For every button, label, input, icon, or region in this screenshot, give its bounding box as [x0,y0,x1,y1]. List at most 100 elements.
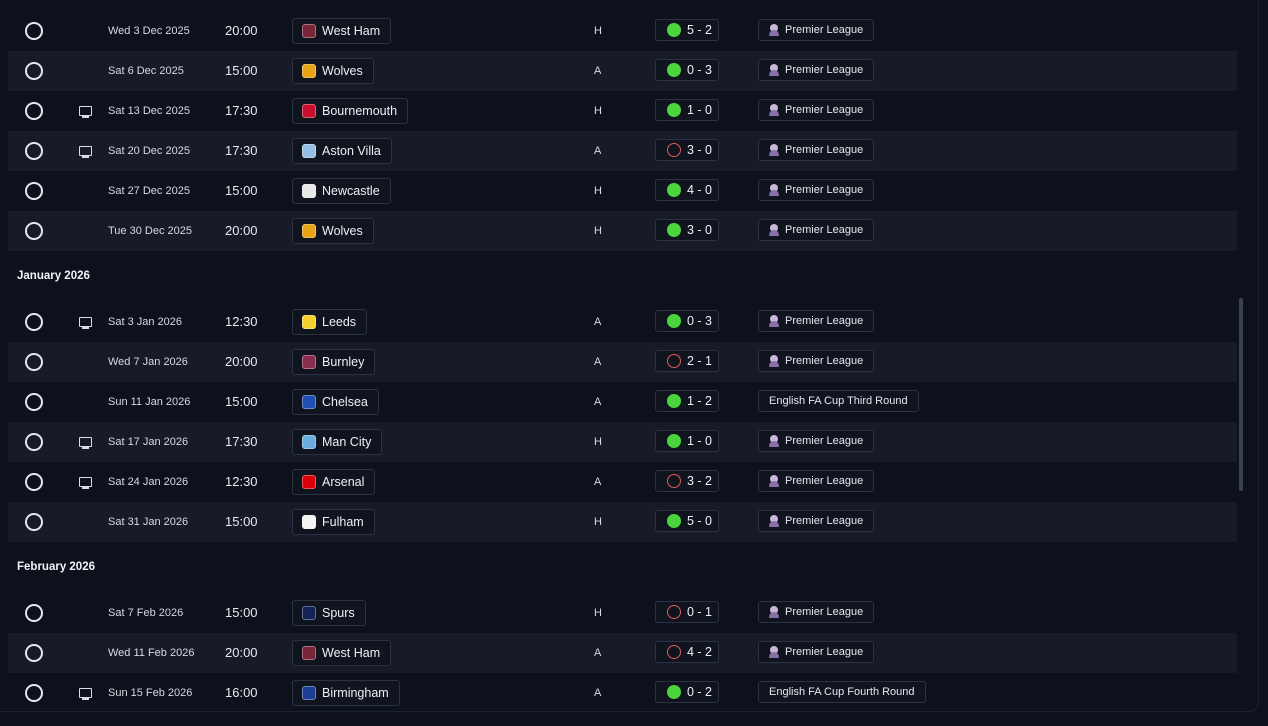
club-crest-icon [302,395,316,409]
result-button[interactable]: 3 - 0 [655,219,719,241]
select-circle-icon[interactable] [25,102,43,120]
select-circle-icon[interactable] [25,393,43,411]
competition-button[interactable]: Premier League [758,139,875,161]
fixture-row[interactable]: Sat 20 Dec 2025 17:30 Aston Villa A 3 - 0 Pre… [8,131,1237,171]
fixture-row[interactable]: Wed 7 Jan 2026 20:00 Burnley A 2 - 1 Premier … [8,342,1237,382]
fixture-date: Tue 30 Dec 2025 [108,225,192,237]
venue-label: A [594,396,602,408]
opponent-button[interactable]: Bournemouth [292,98,409,124]
fixture-row[interactable]: Sat 3 Jan 2026 12:30 Leeds A 0 - 3 Premier Le… [8,302,1237,342]
premier-league-lion-icon [769,646,780,658]
fixture-row[interactable]: Sat 27 Dec 2025 15:00 Newcastle H 4 - 0 Premi… [8,171,1237,211]
competition-button[interactable]: Premier League [758,510,875,532]
venue-label: H [594,436,602,448]
fixture-row[interactable]: Sat 17 Jan 2026 17:30 Man City H 1 - 0 Premie… [8,422,1237,462]
score: 1 - 0 [687,103,713,117]
select-circle-icon[interactable] [25,644,43,662]
fixture-row[interactable]: Tue 30 Dec 2025 20:00 Wolves H 3 - 0 Premier … [8,211,1237,251]
opponent-button[interactable]: Wolves [292,218,374,244]
result-button[interactable]: 0 - 3 [655,59,719,81]
fixture-row[interactable]: Sat 31 Jan 2026 15:00 Fulham H 5 - 0 Premier … [8,502,1237,542]
competition-button[interactable]: English FA Cup Third Round [758,390,919,412]
result-button[interactable]: 3 - 2 [655,470,719,492]
competition-button[interactable]: Premier League [758,641,875,663]
result-button[interactable]: 1 - 2 [655,390,719,412]
opponent-button[interactable]: Burnley [292,349,376,375]
fixture-row[interactable]: Sat 13 Dec 2025 17:30 Bournemouth H 1 - 0 Pre… [8,91,1237,131]
competition-button[interactable]: Premier League [758,59,875,81]
premier-league-lion-icon [769,515,780,527]
competition-name: Premier League [785,184,864,196]
opponent-button[interactable]: West Ham [292,640,392,666]
fixture-row[interactable]: Sat 6 Dec 2025 15:00 Wolves A 0 - 3 Premier L… [8,51,1237,91]
result-button[interactable]: 1 - 0 [655,430,719,452]
opponent-button[interactable]: Newcastle [292,178,391,204]
result-button[interactable]: 0 - 1 [655,601,719,623]
fixture-row[interactable]: Sun 11 Jan 2026 15:00 Chelsea A 1 - 2 English… [8,382,1237,422]
club-crest-icon [302,24,316,38]
select-circle-icon[interactable] [25,142,43,160]
result-button[interactable]: 1 - 0 [655,99,719,121]
opponent-button[interactable]: Fulham [292,509,375,535]
result-button[interactable]: 0 - 3 [655,310,719,332]
fixture-date: Wed 3 Dec 2025 [108,25,190,37]
opponent-button[interactable]: Aston Villa [292,138,392,164]
opponent-button[interactable]: Wolves [292,58,374,84]
fixture-time: 17:30 [225,143,258,158]
result-button[interactable]: 3 - 0 [655,139,719,161]
select-circle-icon[interactable] [25,604,43,622]
competition-button[interactable]: Premier League [758,99,875,121]
opponent-button[interactable]: Man City [292,429,383,455]
select-circle-icon[interactable] [25,513,43,531]
competition-button[interactable]: English FA Cup Fourth Round [758,681,926,703]
opponent-name: Man City [322,435,372,449]
opponent-button[interactable]: Leeds [292,309,368,335]
competition-button[interactable]: Premier League [758,430,875,452]
competition-button[interactable]: Premier League [758,19,875,41]
competition-button[interactable]: Premier League [758,601,875,623]
venue-label: A [594,316,602,328]
scrollbar-thumb[interactable] [1239,298,1243,491]
fixture-row[interactable]: Wed 11 Feb 2026 20:00 West Ham A 4 - 2 Premie… [8,633,1237,673]
club-crest-icon [302,224,316,238]
select-circle-icon[interactable] [25,353,43,371]
club-crest-icon [302,144,316,158]
opponent-name: Chelsea [322,395,368,409]
opponent-button[interactable]: Arsenal [292,469,376,495]
fixture-row[interactable]: Sat 24 Jan 2026 12:30 Arsenal A 3 - 2 Premier… [8,462,1237,502]
venue-label: H [594,516,602,528]
result-button[interactable]: 2 - 1 [655,350,719,372]
opponent-button[interactable]: Birmingham [292,680,400,706]
opponent-button[interactable]: West Ham [292,18,392,44]
result-button[interactable]: 4 - 0 [655,179,719,201]
opponent-button[interactable]: Spurs [292,600,366,626]
select-circle-icon[interactable] [25,22,43,40]
fixture-row[interactable]: Sun 15 Feb 2026 16:00 Birmingham A 0 - 2 Engl… [8,673,1237,711]
competition-button[interactable]: Premier League [758,470,875,492]
select-circle-icon[interactable] [25,313,43,331]
competition-button[interactable]: Premier League [758,179,875,201]
competition-button[interactable]: Premier League [758,350,875,372]
result-button[interactable]: 0 - 2 [655,681,719,703]
select-circle-icon[interactable] [25,62,43,80]
venue-label: A [594,687,602,699]
opponent-button[interactable]: Chelsea [292,389,379,415]
select-circle-icon[interactable] [25,222,43,240]
club-crest-icon [302,104,316,118]
fixture-row[interactable]: Wed 3 Dec 2025 20:00 West Ham H 5 - 2 Premier… [8,11,1237,51]
score: 0 - 2 [687,685,713,699]
opponent-name: Arsenal [322,475,365,489]
competition-button[interactable]: Premier League [758,310,875,332]
result-button[interactable]: 4 - 2 [655,641,719,663]
fixture-row[interactable]: Sat 7 Feb 2026 15:00 Spurs H 0 - 1 Premier Le… [8,593,1237,633]
select-circle-icon[interactable] [25,433,43,451]
select-circle-icon[interactable] [25,473,43,491]
loss-ring-icon [667,354,681,368]
select-circle-icon[interactable] [25,182,43,200]
win-dot-icon [667,183,681,197]
result-button[interactable]: 5 - 0 [655,510,719,532]
result-button[interactable]: 5 - 2 [655,19,719,41]
competition-button[interactable]: Premier League [758,219,875,241]
fixture-time: 17:30 [225,103,258,118]
select-circle-icon[interactable] [25,684,43,702]
